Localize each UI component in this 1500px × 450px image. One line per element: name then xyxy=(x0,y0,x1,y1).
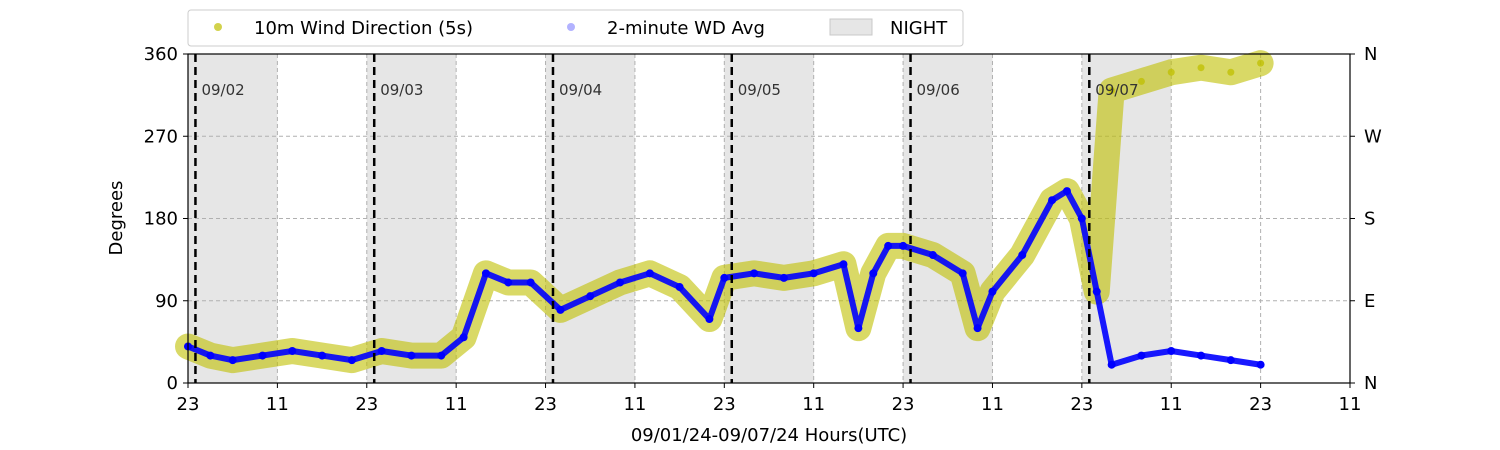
point-wd-avg xyxy=(720,273,729,282)
point-wd-avg xyxy=(1256,360,1265,369)
point-wd-avg xyxy=(705,315,714,324)
x-tick-label: 11 xyxy=(445,394,468,415)
point-wind-direction xyxy=(1227,68,1235,76)
legend-frame xyxy=(187,9,964,47)
point-wind-direction xyxy=(1257,59,1265,67)
x-tick-label: 11 xyxy=(1160,394,1183,415)
x-tick-label: 23 xyxy=(1070,394,1093,415)
legend: 10m Wind Direction (5s) 2-minute WD Avg … xyxy=(187,9,964,47)
point-wd-avg xyxy=(526,278,535,287)
y-tick-label: 270 xyxy=(144,126,178,147)
point-wd-avg xyxy=(407,351,416,360)
x-axis-label: 09/01/24-09/07/24 Hours(UTC) xyxy=(631,425,907,446)
point-wd-avg xyxy=(1077,214,1086,223)
x-axis: 23 11 23 11 23 11 23 11 23 11 23 11 23 11 xyxy=(177,383,1362,415)
point-wd-avg xyxy=(958,269,967,278)
point-wd-avg xyxy=(288,347,297,356)
legend-swatch-night xyxy=(829,18,873,36)
point-wind-direction xyxy=(1137,77,1145,85)
x-tick-label: 23 xyxy=(1249,394,1272,415)
legend-label-night: NIGHT xyxy=(890,18,948,39)
point-wd-avg xyxy=(437,351,446,360)
y-tick-label: 360 xyxy=(144,44,178,65)
point-wd-avg xyxy=(1018,251,1027,260)
x-tick-label: 11 xyxy=(1339,394,1362,415)
x-tick-label: 23 xyxy=(355,394,378,415)
legend-label-wd-avg: 2-minute WD Avg xyxy=(607,18,765,39)
point-wind-direction xyxy=(1197,64,1205,72)
point-wd-avg xyxy=(839,260,848,269)
left-y-axis: 0 90 180 270 360 xyxy=(144,44,188,394)
point-wd-avg xyxy=(616,278,625,287)
day-marker-label: 09/02 xyxy=(201,81,244,99)
point-wd-avg xyxy=(206,351,215,360)
point-wd-avg xyxy=(973,324,982,333)
point-wd-avg xyxy=(228,356,237,365)
right-tick-label: E xyxy=(1364,291,1375,312)
point-wd-avg xyxy=(1137,351,1146,360)
day-marker-label: 09/07 xyxy=(1095,81,1138,99)
point-wd-avg xyxy=(504,278,513,287)
day-marker-label: 09/03 xyxy=(380,81,423,99)
day-marker-label: 09/05 xyxy=(738,81,781,99)
right-tick-label: W xyxy=(1364,126,1382,147)
point-wd-avg xyxy=(318,351,327,360)
point-wd-avg xyxy=(750,269,759,278)
point-wind-direction xyxy=(1108,87,1116,95)
y-axis-label: Degrees xyxy=(106,181,127,256)
legend-label-wind-direction: 10m Wind Direction (5s) xyxy=(254,18,473,39)
right-tick-label: S xyxy=(1364,209,1375,230)
point-wd-avg xyxy=(347,356,356,365)
point-wd-avg xyxy=(1167,347,1176,356)
legend-swatch-wind-direction xyxy=(214,23,222,31)
point-wd-avg xyxy=(899,241,908,250)
y-tick-label: 180 xyxy=(144,209,178,230)
day-marker-layer: 09/02 09/03 09/04 09/05 09/06 09/07 xyxy=(194,54,1139,383)
point-wd-avg xyxy=(809,269,818,278)
point-wd-avg xyxy=(869,269,878,278)
point-wind-direction xyxy=(1167,68,1175,76)
point-wd-avg xyxy=(779,273,788,282)
point-wd-avg xyxy=(1197,351,1206,360)
day-marker-label: 09/06 xyxy=(917,81,960,99)
point-wd-avg xyxy=(675,283,684,292)
day-marker-label: 09/04 xyxy=(559,81,602,99)
point-wd-avg xyxy=(1226,356,1235,365)
series-line-wd-avg xyxy=(185,188,1264,368)
x-tick-label: 11 xyxy=(802,394,825,415)
point-wd-avg xyxy=(481,269,490,278)
x-tick-label: 11 xyxy=(623,394,646,415)
point-wd-avg xyxy=(645,269,654,278)
point-wd-avg xyxy=(988,287,997,296)
point-wd-avg xyxy=(1062,187,1071,196)
point-wd-avg xyxy=(854,324,863,333)
x-tick-label: 23 xyxy=(713,394,736,415)
point-wd-avg xyxy=(258,351,267,360)
x-tick-label: 11 xyxy=(981,394,1004,415)
y-tick-label: 0 xyxy=(167,373,178,394)
legend-swatch-wd-avg xyxy=(567,23,575,31)
x-tick-label: 23 xyxy=(892,394,915,415)
point-wd-avg xyxy=(1107,360,1116,369)
point-wd-avg xyxy=(556,305,565,314)
point-wd-avg xyxy=(586,292,595,301)
x-tick-label: 11 xyxy=(266,394,289,415)
y-tick-label: 90 xyxy=(155,291,178,312)
x-tick-label: 23 xyxy=(534,394,557,415)
point-wd-avg xyxy=(459,333,468,342)
point-wd-avg xyxy=(1048,196,1057,205)
point-wd-avg xyxy=(884,241,893,250)
right-y-axis: N E S W N xyxy=(1350,44,1382,394)
point-wd-avg xyxy=(1092,287,1101,296)
x-tick-label: 23 xyxy=(177,394,200,415)
point-wd-avg xyxy=(928,251,937,260)
right-tick-label: N xyxy=(1364,44,1377,65)
right-tick-label: N xyxy=(1364,373,1377,394)
point-wd-avg xyxy=(377,347,386,356)
series-layer xyxy=(175,50,1274,374)
